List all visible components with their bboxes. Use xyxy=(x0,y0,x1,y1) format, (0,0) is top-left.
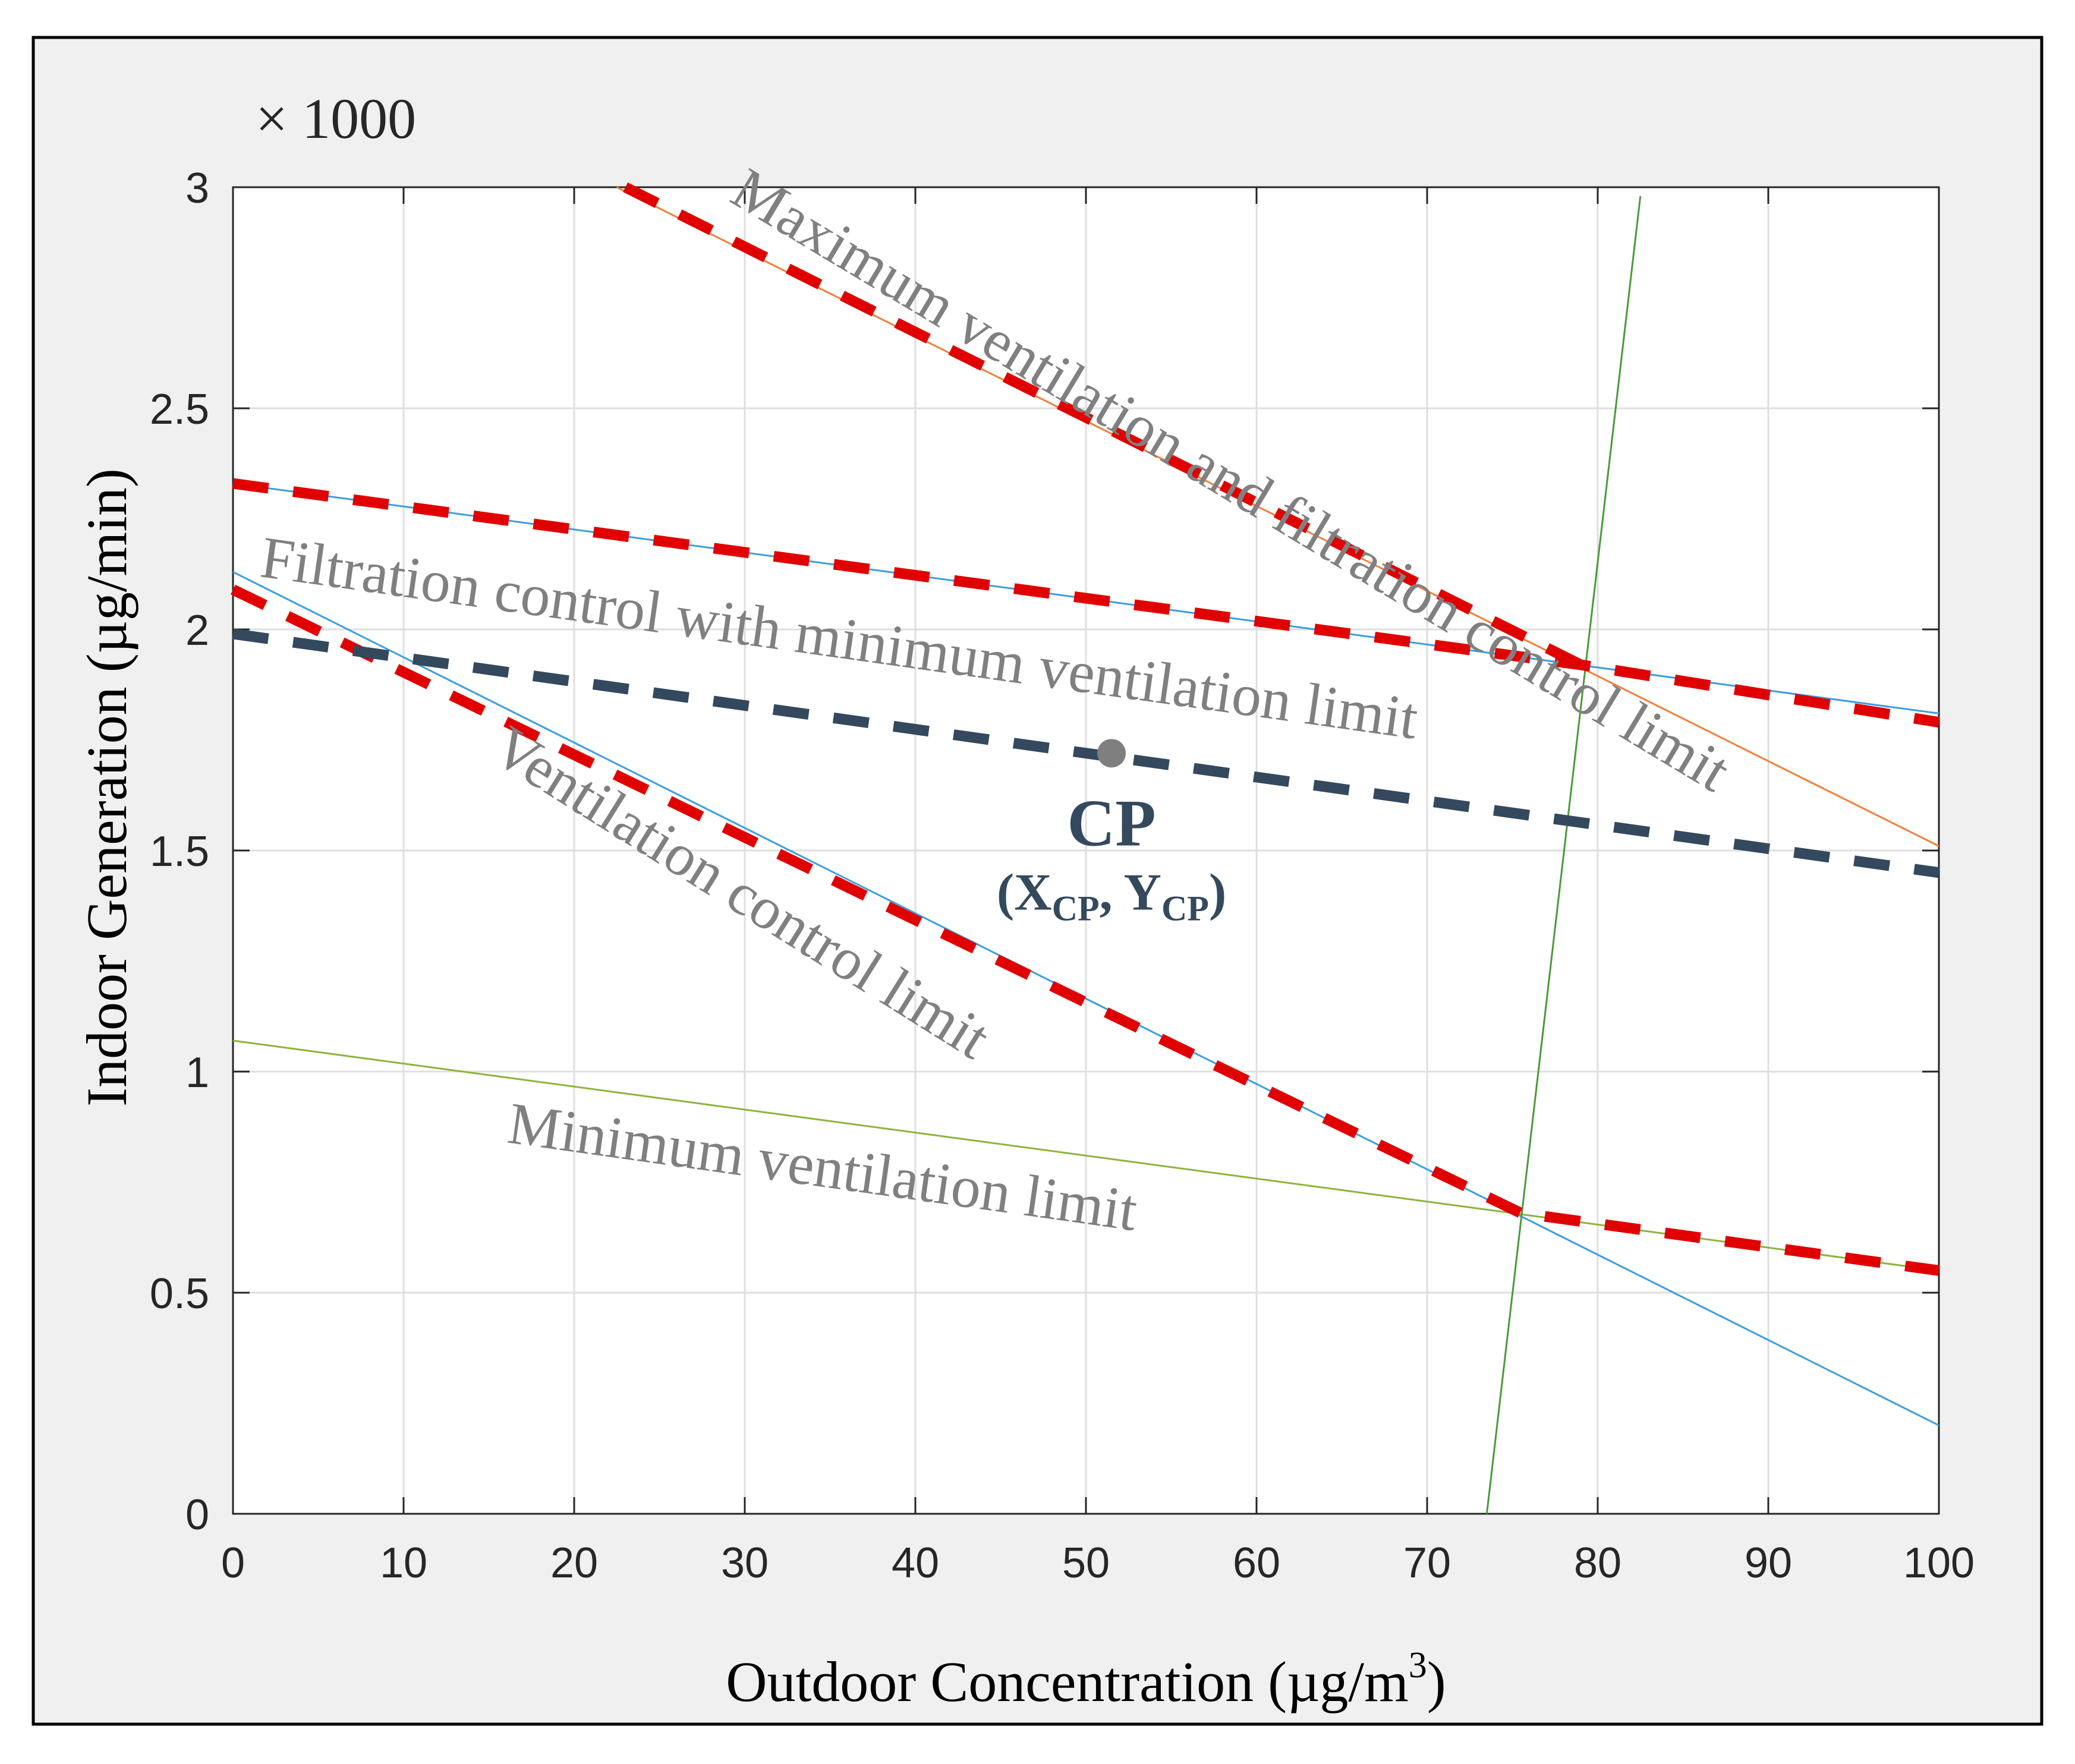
control-boundary-envelope xyxy=(231,584,1940,1276)
x-tick-label: 80 xyxy=(1574,1539,1621,1587)
cp-label: CP xyxy=(1067,786,1155,860)
x-tick-label: 70 xyxy=(1403,1539,1451,1587)
y-axis-title: Indoor Generation (µg/min) xyxy=(75,468,138,1107)
x-tick-label: 50 xyxy=(1062,1539,1110,1587)
y-tick-label: 3 xyxy=(185,165,209,212)
x-axis-title: Outdoor Concentration (µg/m3) xyxy=(726,1645,1446,1713)
upper-boundary-envelope xyxy=(232,478,1940,728)
x-tick-label: 0 xyxy=(221,1539,245,1587)
x-tick-label: 90 xyxy=(1745,1539,1792,1587)
y-tick-label: 2.5 xyxy=(150,386,209,433)
y-tick-label: 2 xyxy=(185,607,209,654)
data-series xyxy=(231,182,1940,1514)
x-tick-label: 100 xyxy=(1903,1539,1975,1587)
y-tick-label: 0 xyxy=(185,1491,209,1539)
x-tick-label: 40 xyxy=(892,1539,939,1587)
y-tick-label: 0.5 xyxy=(150,1270,209,1318)
grid-lines xyxy=(233,187,1939,1514)
cp-point xyxy=(1097,739,1126,768)
minimum-ventilation-line xyxy=(232,1040,1939,1272)
x-tick-label: 10 xyxy=(380,1539,427,1587)
y-multiplier-label: × 1000 xyxy=(256,87,416,150)
y-tick-label: 1 xyxy=(185,1049,209,1097)
x-tick-label: 60 xyxy=(1233,1539,1280,1587)
cp-point-layer: CP(XCP, YCP) xyxy=(997,739,1226,928)
x-tick-label: 30 xyxy=(721,1539,769,1587)
axis-ticks: 0 10 20 30 40 50 60 70 80 90 100 0 0.5 1 1.5 2 2.5 3 xyxy=(150,165,1975,1587)
vertical-boundary-line xyxy=(1485,196,1642,1514)
cp-coordinate-label: (XCP, YCP) xyxy=(997,864,1226,928)
y-tick-label: 1.5 xyxy=(150,828,209,875)
ventilation-control-line xyxy=(232,571,1939,1426)
cp-line xyxy=(232,628,1940,878)
x-tick-label: 20 xyxy=(550,1539,598,1587)
